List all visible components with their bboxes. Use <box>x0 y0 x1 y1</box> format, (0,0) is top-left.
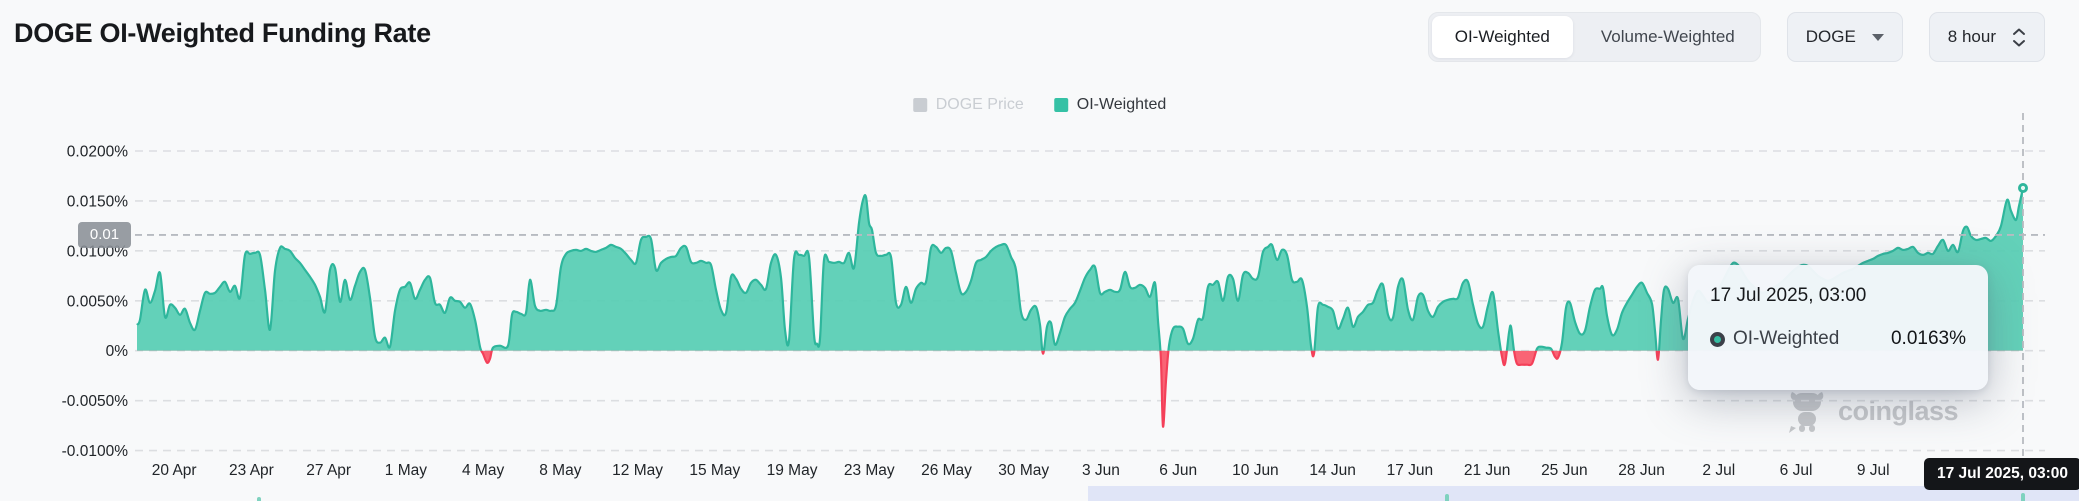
x-axis-tick-label: 28 Jun <box>1618 462 1665 479</box>
weight-mode-toggle: OI-Weighted Volume-Weighted <box>1427 12 1761 62</box>
x-axis-tick-label: 17 Jun <box>1387 462 1434 479</box>
navigator-strip[interactable] <box>1088 486 2079 501</box>
interval-select-value: 8 hour <box>1947 27 1996 46</box>
coinglass-mascot-icon <box>1789 392 1824 433</box>
x-axis-tick-label: 27 Apr <box>306 462 351 479</box>
legend-item-oi-weighted[interactable]: OI-Weighted <box>1053 96 1167 114</box>
chart-tooltip: 17 Jul 2025, 03:00 OI-Weighted 0.0163% <box>1688 265 1988 390</box>
tooltip-series-row: OI-Weighted 0.0163% <box>1710 328 1966 350</box>
tooltip-series-value: 0.0163% <box>1890 328 1966 349</box>
x-axis-tick-label: 19 May <box>767 462 818 479</box>
navigator-mark <box>2021 493 2025 501</box>
x-axis-tick-label: 6 Jun <box>1159 462 1197 479</box>
tooltip-series-label: OI-Weighted <box>1733 328 1840 349</box>
y-axis-tick-label: -0.0050% <box>62 393 129 410</box>
x-axis-tick-label: 3 Jun <box>1082 462 1120 479</box>
x-axis-tick-label: 12 May <box>612 462 663 479</box>
symbol-select[interactable]: DOGE <box>1786 12 1903 62</box>
x-axis-tick-label: 30 May <box>998 462 1049 479</box>
x-axis-tick-label: 4 May <box>462 462 504 479</box>
x-axis-tick-label: 15 May <box>689 462 740 479</box>
header: DOGE OI-Weighted Funding Rate OI-Weighte… <box>14 12 2045 62</box>
navigator-mark <box>257 497 261 501</box>
x-axis-tick-label: 6 Jul <box>1780 462 1813 479</box>
x-axis-tick-label: 20 Apr <box>152 462 197 479</box>
y-axis-tick-label: 0% <box>106 343 129 360</box>
interval-select[interactable]: 8 hour <box>1928 12 2045 62</box>
x-axis-tick-label: 23 May <box>844 462 895 479</box>
chart-controls: OI-Weighted Volume-Weighted DOGE 8 hour <box>1427 12 2045 62</box>
y-axis-tick-label: 0.0200% <box>67 144 128 161</box>
series-marker-icon <box>1710 331 1725 347</box>
y-axis-tick-label: 0.0150% <box>67 193 128 210</box>
updown-spinner-icon <box>2012 28 2026 47</box>
tab-oi-weighted[interactable]: OI-Weighted <box>1431 16 1573 58</box>
y-axis-tick-label: 0.0050% <box>67 293 128 310</box>
legend-label: OI-Weighted <box>1076 96 1167 113</box>
page-title: DOGE OI-Weighted Funding Rate <box>14 18 431 48</box>
legend-item-doge-price[interactable]: DOGE Price <box>912 96 1024 114</box>
x-axis-tick-label: 14 Jun <box>1309 462 1356 479</box>
navigator-mark <box>1445 494 1449 501</box>
legend-swatch <box>912 98 927 112</box>
tooltip-timestamp: 17 Jul 2025, 03:00 <box>1710 285 1867 306</box>
legend-label: DOGE Price <box>935 96 1024 113</box>
x-axis-tick-label: 2 Jul <box>1702 462 1735 479</box>
legend-swatch <box>1053 98 1068 112</box>
y-axis-tick-label: -0.0100% <box>62 443 129 460</box>
x-axis-tick-label: 25 Jun <box>1541 462 1588 479</box>
x-axis-tick-label: 21 Jun <box>1464 462 1511 479</box>
x-axis-tick-label: 10 Jun <box>1232 462 1279 479</box>
crosshair-x-badge: 17 Jul 2025, 03:00 <box>1924 458 2079 490</box>
x-axis-tick-label: 23 Apr <box>229 462 274 479</box>
area-positive <box>137 188 2023 351</box>
highlight-point-marker-center <box>2020 185 2026 191</box>
tab-volume-weighted[interactable]: Volume-Weighted <box>1576 13 1760 61</box>
symbol-select-value: DOGE <box>1805 27 1856 46</box>
crosshair-y-badge: 0.01 <box>78 222 131 248</box>
x-axis-tick-label: 8 May <box>539 462 581 479</box>
x-axis-tick-label: 26 May <box>921 462 972 479</box>
chart-legend: DOGE Price OI-Weighted <box>912 96 1167 114</box>
chevron-down-icon <box>1871 33 1884 41</box>
x-axis-tick-label: 1 May <box>385 462 427 479</box>
x-axis-tick-label: 9 Jul <box>1857 462 1890 479</box>
